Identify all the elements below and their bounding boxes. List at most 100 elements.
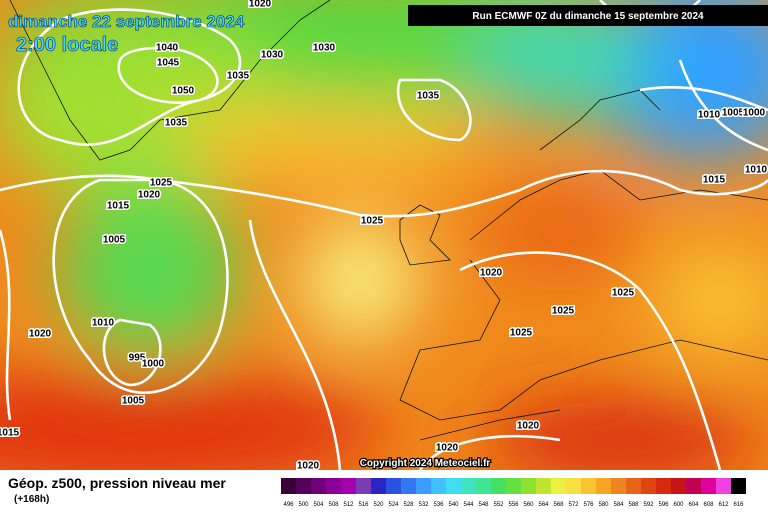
colorbar-swatch bbox=[416, 478, 431, 494]
isobar bbox=[248, 59, 768, 470]
colorbar-label: 552 bbox=[493, 502, 504, 508]
colorbar-swatch bbox=[341, 478, 356, 494]
colorbar-swatch bbox=[356, 478, 371, 494]
run-info: Run ECMWF 0Z du dimanche 15 septembre 20… bbox=[472, 11, 704, 22]
colorbar-label: 556 bbox=[508, 502, 519, 508]
colorbar-swatch bbox=[311, 478, 326, 494]
colorbar-swatch bbox=[686, 478, 701, 494]
colorbar-label: 612 bbox=[718, 502, 729, 508]
colorbar-swatch bbox=[581, 478, 596, 494]
colorbar-label: 536 bbox=[433, 502, 444, 508]
colorbar-label: 528 bbox=[403, 502, 414, 508]
colorbar-label: 568 bbox=[553, 502, 564, 508]
isobar-label: 1030 bbox=[261, 50, 284, 61]
colorbar-label: 496 bbox=[283, 502, 294, 508]
colorbar-label: 560 bbox=[523, 502, 534, 508]
forecast-time: 2:00 locale bbox=[16, 34, 118, 56]
isobar-label: 1000 bbox=[743, 108, 766, 119]
isobar-label: 1010 bbox=[745, 165, 768, 176]
isobar-label: 1020 bbox=[29, 329, 52, 340]
isobar-label: 1025 bbox=[510, 328, 533, 339]
colorbar-swatch bbox=[626, 478, 641, 494]
colorbar-swatch bbox=[641, 478, 656, 494]
isobar-label: 1040 bbox=[156, 43, 179, 54]
colorbar-label: 600 bbox=[673, 502, 684, 508]
colorbar-swatch bbox=[371, 478, 386, 494]
colorbar-swatch bbox=[506, 478, 521, 494]
colorbar-label: 580 bbox=[598, 502, 609, 508]
footer-lead: (+168h) bbox=[14, 494, 49, 505]
colorbar-swatch bbox=[716, 478, 731, 494]
isobar-label: 1020 bbox=[138, 190, 161, 201]
isobar bbox=[117, 46, 219, 104]
isobar-label: 1015 bbox=[0, 428, 20, 439]
isobar-label: 1035 bbox=[417, 91, 440, 102]
colorbar-swatch bbox=[536, 478, 551, 494]
isobar-label: 1030 bbox=[313, 43, 336, 54]
colorbar-swatch bbox=[551, 478, 566, 494]
isobar-label: 1020 bbox=[297, 461, 320, 472]
map-field: 1020 1040 1045 1050 1035 1030 1030 1035 … bbox=[0, 0, 768, 472]
colorbar-swatch bbox=[401, 478, 416, 494]
colorbar-label: 520 bbox=[373, 502, 384, 508]
colorbar-label: 532 bbox=[418, 502, 429, 508]
isobar-label: 1005 bbox=[722, 108, 745, 119]
colorbar-swatch bbox=[386, 478, 401, 494]
colorbar-label: 524 bbox=[388, 502, 399, 508]
colorbar-label: 608 bbox=[703, 502, 714, 508]
isobar-label: 1025 bbox=[361, 216, 384, 227]
colorbar-swatch bbox=[701, 478, 716, 494]
colorbar-swatch bbox=[461, 478, 476, 494]
isobar-label: 1025 bbox=[612, 288, 635, 299]
colorbar-swatch bbox=[656, 478, 671, 494]
colorbar-label: 596 bbox=[658, 502, 669, 508]
isobar-label: 1020 bbox=[480, 268, 503, 279]
run-box bbox=[408, 5, 768, 26]
colorbar-swatch bbox=[281, 478, 296, 494]
colorbar-swatch bbox=[446, 478, 461, 494]
colorbar-label: 584 bbox=[613, 502, 624, 508]
colorbar-label: 576 bbox=[583, 502, 594, 508]
colorbar-label: 588 bbox=[628, 502, 639, 508]
colorbar-label: 540 bbox=[448, 502, 459, 508]
colorbar-swatch bbox=[476, 478, 491, 494]
colorbar-swatch bbox=[566, 478, 581, 494]
colorbar-swatch bbox=[326, 478, 341, 494]
colorbar-label: 512 bbox=[343, 502, 354, 508]
colorbar-label: 592 bbox=[643, 502, 654, 508]
isobar bbox=[396, 78, 472, 142]
isobar bbox=[0, 169, 768, 421]
isobar-label: 1035 bbox=[227, 71, 250, 82]
isobar-label: 1000 bbox=[142, 359, 165, 370]
colorbar-label: 564 bbox=[538, 502, 549, 508]
isobar-label: 1010 bbox=[698, 110, 721, 121]
colorbar-label: 504 bbox=[313, 502, 324, 508]
isobar bbox=[102, 318, 162, 387]
colorbar-swatch bbox=[731, 478, 746, 494]
colorbar-label: 616 bbox=[733, 502, 744, 508]
isobar-label: 1035 bbox=[165, 118, 188, 129]
colorbar-swatch bbox=[296, 478, 311, 494]
isobar-label: 1020 bbox=[249, 0, 272, 10]
isobar-label: 1010 bbox=[92, 318, 115, 329]
colorbar-swatch bbox=[431, 478, 446, 494]
colorbar-label: 516 bbox=[358, 502, 369, 508]
isobar-label: 1050 bbox=[172, 86, 195, 97]
colorbar-label: 604 bbox=[688, 502, 699, 508]
isobar-label: 1020 bbox=[436, 443, 459, 454]
isobar bbox=[52, 178, 229, 394]
isobar-label: 1045 bbox=[157, 58, 180, 69]
isobar-label: 1015 bbox=[107, 201, 130, 212]
colorbar-label: 508 bbox=[328, 502, 339, 508]
colorbar-label: 500 bbox=[298, 502, 309, 508]
isobar-label: 1005 bbox=[122, 396, 145, 407]
forecast-date: dimanche 22 septembre 2024 bbox=[8, 12, 245, 31]
isobar-label: 995 bbox=[129, 353, 146, 364]
colorbar-swatch bbox=[596, 478, 611, 494]
isobar-label: 1025 bbox=[552, 306, 575, 317]
isobar-label: 1005 bbox=[103, 235, 126, 246]
colorbar-swatch bbox=[671, 478, 686, 494]
colorbar-label: 572 bbox=[568, 502, 579, 508]
colorbar-swatch bbox=[611, 478, 626, 494]
